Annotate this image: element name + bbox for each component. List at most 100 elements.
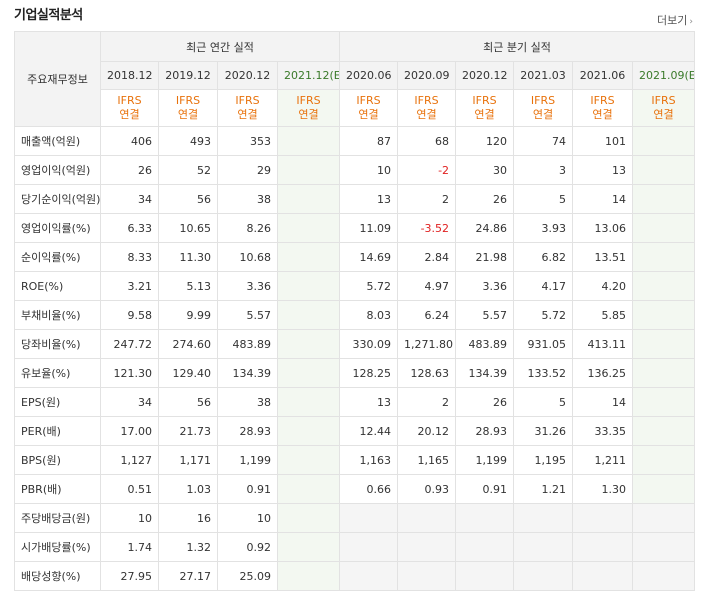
basis-scope: 연결 bbox=[653, 108, 674, 121]
quarter-cell bbox=[397, 503, 457, 533]
quarter-cell bbox=[339, 561, 399, 591]
quarter-cell: 28.93 bbox=[455, 416, 515, 446]
annual-cell: 274.60 bbox=[158, 329, 218, 359]
basis-standard: IFRS bbox=[530, 94, 556, 107]
annual-cell: 129.40 bbox=[158, 358, 218, 388]
annual-cell: 3.36 bbox=[217, 271, 278, 301]
quarter-cell: 11.09 bbox=[339, 213, 399, 243]
annual-cell bbox=[276, 329, 341, 359]
quarter-cell: 0.93 bbox=[397, 474, 457, 504]
quarter-cell: 4.17 bbox=[513, 271, 574, 301]
basis-scope: 연결 bbox=[592, 108, 613, 121]
quarter-cell bbox=[632, 155, 696, 185]
row-label: 유보율(%) bbox=[14, 358, 101, 388]
quarter-cell: 30 bbox=[455, 155, 515, 185]
period-header: 2018.12 bbox=[100, 61, 159, 90]
basis-standard: IFRS bbox=[296, 94, 321, 107]
table-row: 영업이익(억원) 26 52 29 10 -2 30 3 13 bbox=[14, 155, 696, 185]
annual-cell bbox=[276, 358, 341, 388]
quarter-cell bbox=[339, 503, 399, 533]
annual-cell bbox=[276, 561, 341, 591]
table-row: 순이익률(%) 8.33 11.30 10.68 14.69 2.84 21.98 6.82 1… bbox=[14, 242, 696, 272]
quarter-cell: 6.24 bbox=[397, 300, 457, 330]
annual-cell: 353 bbox=[217, 126, 278, 156]
quarter-cell: 2.84 bbox=[397, 242, 457, 272]
annual-cell: 483.89 bbox=[217, 329, 278, 359]
row-label: 당좌비율(%) bbox=[14, 329, 101, 359]
quarter-cell: 24.86 bbox=[455, 213, 515, 243]
more-link[interactable]: 더보기 › bbox=[657, 12, 693, 28]
basis-scope: 연결 bbox=[119, 108, 140, 121]
quarter-cell bbox=[572, 561, 634, 591]
quarter-cell: 3 bbox=[513, 155, 574, 185]
basis-header: IFRS 연결 bbox=[513, 89, 574, 127]
quarter-cell: 1.21 bbox=[513, 474, 574, 504]
annual-cell: 9.99 bbox=[158, 300, 218, 330]
quarter-cell: 1,195 bbox=[513, 445, 574, 475]
annual-cell: 5.57 bbox=[217, 300, 278, 330]
quarter-cell: 101 bbox=[572, 126, 634, 156]
row-label: 시가배당률(%) bbox=[14, 532, 101, 562]
annual-cell: 1.03 bbox=[158, 474, 218, 504]
basis-standard: IFRS bbox=[414, 94, 439, 107]
annual-cell bbox=[276, 155, 341, 185]
table-row: PER(배) 17.00 21.73 28.93 12.44 20.12 28.93 31.2… bbox=[14, 416, 696, 446]
quarter-cell: 128.25 bbox=[339, 358, 399, 388]
quarter-cell bbox=[632, 184, 696, 214]
quarter-cell bbox=[455, 503, 515, 533]
quarter-cell bbox=[397, 532, 457, 562]
annual-cell: 3.21 bbox=[100, 271, 159, 301]
annual-cell: 34 bbox=[100, 184, 159, 214]
annual-cell: 11.30 bbox=[158, 242, 218, 272]
row-label: 주당배당금(원) bbox=[14, 503, 101, 533]
annual-cell: 0.91 bbox=[217, 474, 278, 504]
quarter-cell bbox=[513, 532, 574, 562]
basis-header: IFRS 연결 bbox=[455, 89, 515, 127]
quarter-cell: 8.03 bbox=[339, 300, 399, 330]
table-row: 당기순이익(억원) 34 56 38 13 2 26 5 14 bbox=[14, 184, 696, 214]
quarter-cell bbox=[632, 329, 696, 359]
annual-cell: 10.65 bbox=[158, 213, 218, 243]
quarter-cell: -3.52 bbox=[397, 213, 457, 243]
quarter-cell: 13.51 bbox=[572, 242, 634, 272]
row-label: PER(배) bbox=[14, 416, 101, 446]
quarter-cell: 3.93 bbox=[513, 213, 574, 243]
quarter-cell: 2 bbox=[397, 387, 457, 417]
quarter-cell: 26 bbox=[455, 184, 515, 214]
annual-cell bbox=[276, 184, 341, 214]
quarter-cell: 1,165 bbox=[397, 445, 457, 475]
quarter-cell bbox=[632, 387, 696, 417]
annual-cell: 27.95 bbox=[100, 561, 159, 591]
quarter-cell: -2 bbox=[397, 155, 457, 185]
quarter-cell: 5 bbox=[513, 387, 574, 417]
basis-standard: IFRS bbox=[651, 94, 676, 107]
quarter-cell: 87 bbox=[339, 126, 399, 156]
quarter-cell bbox=[632, 561, 696, 591]
quarter-cell: 483.89 bbox=[455, 329, 515, 359]
quarter-cell bbox=[339, 532, 399, 562]
annual-cell: 38 bbox=[217, 184, 278, 214]
basis-header: IFRS 연결 bbox=[158, 89, 218, 127]
basis-scope: 연결 bbox=[298, 108, 319, 121]
row-label: EPS(원) bbox=[14, 387, 101, 417]
quarter-cell bbox=[513, 503, 574, 533]
period-header: 2019.12 bbox=[158, 61, 218, 90]
basis-standard: IFRS bbox=[235, 94, 260, 107]
annual-cell: 38 bbox=[217, 387, 278, 417]
basis-header: IFRS 연결 bbox=[339, 89, 399, 127]
row-label: 순이익률(%) bbox=[14, 242, 101, 272]
quarter-cell: 10 bbox=[339, 155, 399, 185]
basis-scope: 연결 bbox=[416, 108, 437, 121]
annual-cell: 27.17 bbox=[158, 561, 218, 591]
quarter-cell: 4.97 bbox=[397, 271, 457, 301]
annual-cell: 0.51 bbox=[100, 474, 159, 504]
annual-cell: 56 bbox=[158, 387, 218, 417]
annual-cell bbox=[276, 474, 341, 504]
annual-cell: 1.32 bbox=[158, 532, 218, 562]
row-label: 당기순이익(억원) bbox=[14, 184, 101, 214]
quarter-cell bbox=[572, 503, 634, 533]
annual-cell bbox=[276, 416, 341, 446]
period-header: 2021.12(E) bbox=[276, 61, 341, 90]
quarter-cell: 133.52 bbox=[513, 358, 574, 388]
annual-cell: 56 bbox=[158, 184, 218, 214]
